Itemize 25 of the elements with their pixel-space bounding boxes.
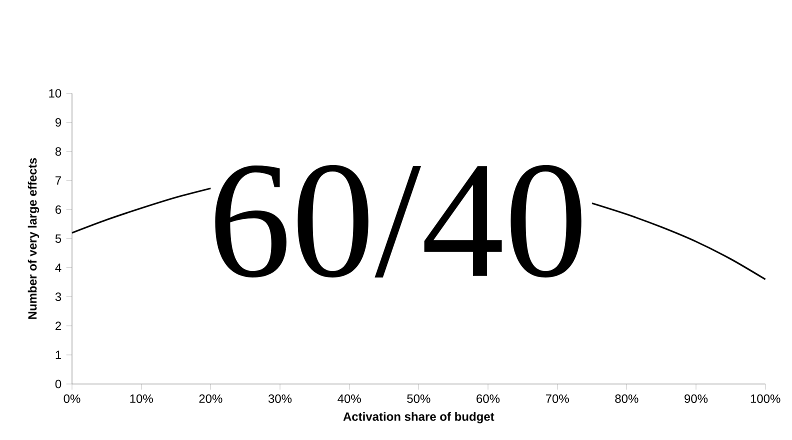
x-tick-label: 30% [268, 394, 292, 403]
x-tick-label: 10% [130, 394, 153, 403]
y-tick-label: 9 [55, 118, 62, 127]
y-tick-label: 2 [56, 322, 61, 330]
x-tick-label: 20% [199, 394, 222, 403]
y-tick-label: 1 [56, 350, 62, 360]
y-tick-label: 3 [55, 292, 62, 302]
y-tick-label: 6 [56, 205, 62, 214]
x-tick-label: 40% [338, 394, 361, 403]
x-tick-label: 90% [684, 394, 708, 403]
y-tick-label: 7 [56, 176, 61, 185]
x-tick-label: 70% [546, 394, 569, 403]
y-tick-label: 10 [49, 89, 62, 98]
y-tick-label: 8 [55, 147, 62, 156]
x-tick-label: 60% [476, 394, 500, 403]
x-tick-label: 50% [407, 394, 430, 403]
x-tick-label: 80% [615, 394, 638, 403]
annotation: 60/40 [215, 165, 582, 278]
y-tick-label: 0 [55, 380, 62, 388]
x-tick-label: 100% [750, 394, 780, 403]
y-tick-label: 4 [55, 264, 62, 272]
y-axis-title: Number of very large effects [28, 158, 40, 319]
y-tick-label: 5 [55, 234, 62, 243]
x-axis-title: Activation share of budget [343, 412, 494, 424]
x-tick-label: 0% [64, 394, 80, 403]
